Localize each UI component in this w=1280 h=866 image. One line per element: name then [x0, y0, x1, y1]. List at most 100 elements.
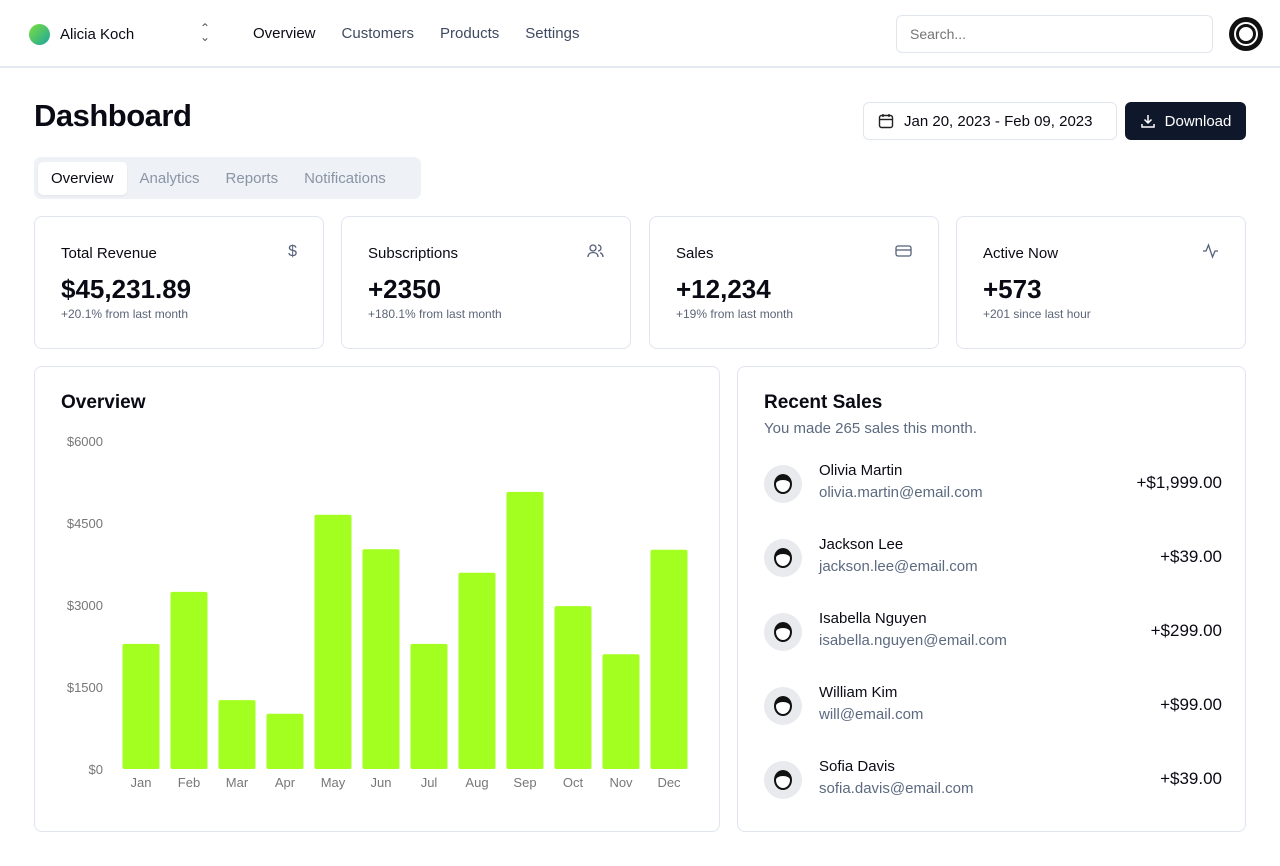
activity-icon	[1203, 243, 1218, 259]
customer-name: Jackson Lee	[819, 536, 904, 553]
tab-reports[interactable]: Reports	[225, 169, 279, 187]
customer-email: isabella.nguyen@email.com	[819, 632, 1007, 649]
customer-avatar	[764, 613, 802, 651]
nav-products[interactable]: Products	[440, 25, 500, 42]
dollar-icon: $	[288, 243, 297, 260]
date-range-picker[interactable]: Jan 20, 2023 - Feb 09, 2023	[863, 102, 1117, 140]
x-tick-label: Feb	[177, 775, 199, 790]
x-tick-label: Jul	[420, 775, 437, 790]
top-header: Alicia Koch ⌃ ⌄ Overview Customers Produc…	[0, 0, 1280, 68]
tab-overview[interactable]: Overview	[38, 161, 127, 195]
x-tick-label: Jan	[130, 775, 151, 790]
x-tick-label: Oct	[562, 775, 583, 790]
bar-jun[interactable]	[362, 548, 399, 769]
stat-title: Total Revenue	[61, 245, 157, 262]
bar-aug[interactable]	[458, 572, 495, 769]
sale-row: William Kim will@email.com +$99.00	[764, 684, 1222, 727]
customer-name: William Kim	[819, 684, 898, 701]
bar-may[interactable]	[314, 514, 351, 769]
sale-amount: +$299.00	[1150, 621, 1222, 640]
y-tick-label: $3000	[66, 598, 102, 613]
stat-card-subscriptions: Subscriptions +2350 +180.1% from last mon…	[341, 216, 631, 349]
customer-name: Olivia Martin	[819, 462, 903, 479]
recent-sales-subtitle: You made 265 sales this month.	[764, 420, 977, 437]
overview-card: Overview $0 $1500 $3000 $4500 $6000 Jan Feb Mar…	[34, 366, 720, 832]
x-tick-label: Jun	[370, 775, 391, 790]
y-tick-label: $4500	[66, 516, 102, 531]
stat-sub: +19% from last month	[676, 307, 794, 321]
sale-amount: +$39.00	[1160, 769, 1222, 788]
y-tick-label: $0	[88, 762, 102, 777]
date-range-text: Jan 20, 2023 - Feb 09, 2023	[904, 112, 1093, 130]
nav-settings[interactable]: Settings	[525, 25, 580, 42]
customer-avatar	[764, 465, 802, 503]
sale-amount: +$39.00	[1160, 547, 1222, 566]
x-tick-label: Apr	[274, 775, 295, 790]
stat-title: Subscriptions	[368, 245, 459, 262]
nav-overview[interactable]: Overview	[253, 25, 316, 42]
customer-email: jackson.lee@email.com	[819, 558, 978, 575]
sale-row: Jackson Lee jackson.lee@email.com +$39.0…	[764, 536, 1222, 579]
bar-jan[interactable]	[122, 643, 159, 769]
tab-notifications[interactable]: Notifications	[304, 169, 386, 187]
user-avatar[interactable]	[1229, 17, 1263, 51]
bar-nov[interactable]	[602, 653, 639, 769]
stat-title: Sales	[676, 245, 714, 262]
bar-jul[interactable]	[410, 643, 447, 769]
customer-avatar	[764, 761, 802, 799]
tab-analytics[interactable]: Analytics	[139, 169, 200, 187]
customer-avatar	[764, 539, 802, 577]
customer-name: Sofia Davis	[819, 758, 895, 775]
nav-customers[interactable]: Customers	[341, 25, 415, 42]
x-tick-label: Sep	[513, 775, 536, 790]
team-switcher[interactable]: Alicia Koch	[29, 24, 134, 45]
stat-sub: +180.1% from last month	[368, 307, 502, 321]
bar-apr[interactable]	[266, 713, 303, 769]
x-tick-label: Mar	[225, 775, 248, 790]
x-tick-label: May	[320, 775, 345, 790]
overview-title: Overview	[61, 392, 146, 413]
bar-oct[interactable]	[554, 605, 591, 769]
bar-mar[interactable]	[218, 699, 255, 769]
customer-avatar	[764, 687, 802, 725]
recent-sales-title: Recent Sales	[764, 392, 883, 413]
stat-card-active-now: Active Now +573 +201 since last hour	[956, 216, 1246, 349]
main-nav: Overview Customers Products Settings	[253, 25, 579, 42]
sale-amount: +$1,999.00	[1136, 473, 1222, 492]
sale-amount: +$99.00	[1160, 695, 1222, 714]
calendar-icon	[878, 114, 894, 129]
tabs: Overview Analytics Reports Notifications	[34, 157, 421, 199]
search-input[interactable]	[896, 15, 1213, 53]
team-logo-icon	[29, 24, 50, 45]
stat-card-sales: Sales +12,234 +19% from last month	[649, 216, 939, 349]
download-button[interactable]: Download	[1125, 102, 1246, 140]
chevrons-up-down-icon[interactable]: ⌃ ⌄	[200, 21, 211, 44]
page-title: Dashboard	[34, 98, 192, 133]
team-name: Alicia Koch	[60, 26, 135, 43]
stat-value: +573	[983, 274, 1042, 304]
sale-row: Olivia Martin olivia.martin@email.com +$…	[764, 462, 1222, 505]
x-tick-label: Dec	[657, 775, 681, 790]
y-tick-label: $6000	[66, 434, 102, 449]
customer-email: olivia.martin@email.com	[819, 484, 983, 501]
bar-feb[interactable]	[170, 591, 207, 769]
credit-card-icon	[895, 245, 912, 257]
stat-sub: +201 since last hour	[983, 307, 1091, 321]
x-tick-label: Nov	[609, 775, 633, 790]
stat-value: $45,231.89	[61, 274, 192, 304]
download-icon	[1140, 115, 1155, 128]
customer-email: will@email.com	[819, 706, 924, 723]
stat-sub: +20.1% from last month	[61, 307, 189, 321]
stat-title: Active Now	[983, 245, 1059, 262]
users-icon	[587, 244, 604, 258]
x-tick-label: Aug	[465, 775, 488, 790]
stat-card-total-revenue: Total Revenue $ $45,231.89 +20.1% from las…	[34, 216, 324, 349]
bar-sep[interactable]	[506, 491, 543, 769]
y-tick-label: $1500	[66, 680, 102, 695]
customer-name: Isabella Nguyen	[819, 610, 927, 627]
overview-bar-chart: $0 $1500 $3000 $4500 $6000 Jan Feb Mar Apr May Jun…	[66, 434, 687, 790]
bar-dec[interactable]	[650, 549, 687, 769]
stat-value: +2350	[368, 274, 442, 304]
sale-row: Sofia Davis sofia.davis@email.com +$39.0…	[764, 758, 1222, 801]
download-label: Download	[1164, 112, 1232, 130]
